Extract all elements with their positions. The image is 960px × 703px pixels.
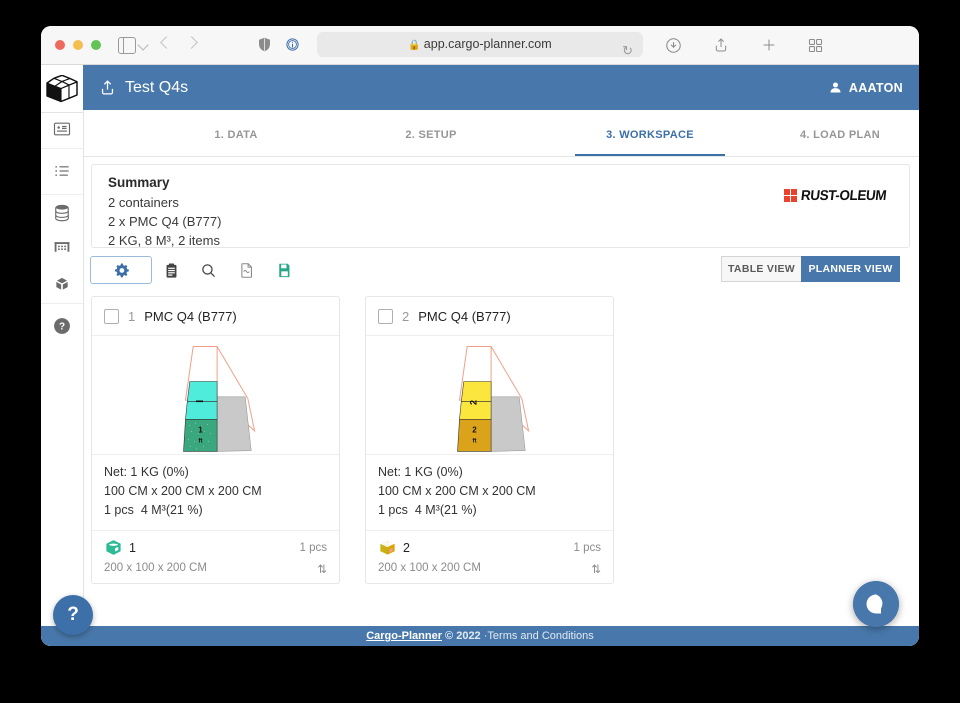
svg-text:2: 2 [468, 400, 478, 405]
svg-text:ft: ft [198, 439, 202, 445]
svg-text:ft: ft [472, 439, 476, 445]
svg-text:?: ? [59, 322, 65, 333]
svg-text:1: 1 [198, 426, 203, 435]
svg-text:2: 2 [472, 426, 477, 435]
